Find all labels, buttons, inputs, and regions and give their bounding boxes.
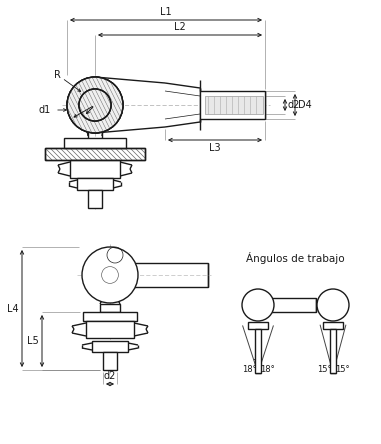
Text: 18°: 18° [242,365,256,374]
Bar [200,91,265,119]
Circle shape [242,289,274,321]
Bar [103,352,117,370]
Bar [271,298,316,312]
Bar [45,148,145,160]
Bar [64,138,126,148]
Text: 18°: 18° [259,365,274,374]
Bar [205,96,263,114]
Bar [100,304,120,312]
Bar [88,190,102,208]
Bar [45,148,145,160]
Text: Ángulos de trabajo: Ángulos de trabajo [246,252,344,264]
Text: L4: L4 [7,304,19,313]
Bar [70,160,120,178]
Text: 15°: 15° [335,365,349,374]
Text: d1: d1 [39,105,51,115]
Circle shape [79,89,111,121]
Text: D4: D4 [298,100,312,110]
Circle shape [317,289,349,321]
Bar [248,322,268,329]
Bar [323,322,343,329]
Text: d2: d2 [288,100,300,110]
Text: d2: d2 [104,371,116,381]
Circle shape [79,89,111,121]
Text: L5: L5 [27,336,39,346]
Text: L3: L3 [209,143,221,153]
Text: 15°: 15° [317,365,331,374]
Bar [330,329,336,373]
Text: R: R [54,70,61,80]
Bar [134,263,208,287]
Bar [83,312,137,321]
Bar [77,178,113,190]
Bar [255,329,261,373]
Circle shape [67,77,123,133]
Circle shape [82,247,138,303]
Circle shape [67,77,123,133]
Text: L1: L1 [160,7,172,17]
Bar [92,341,128,352]
Bar [86,321,134,338]
Text: L2: L2 [174,22,186,32]
